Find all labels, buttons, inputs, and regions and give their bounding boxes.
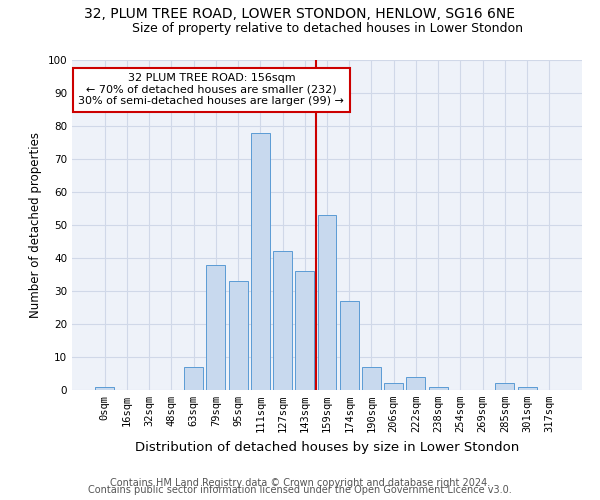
Bar xyxy=(406,377,425,390)
Bar xyxy=(384,384,403,390)
Bar xyxy=(229,281,248,390)
Bar xyxy=(362,367,381,390)
Bar xyxy=(184,367,203,390)
Bar xyxy=(429,386,448,390)
Y-axis label: Number of detached properties: Number of detached properties xyxy=(29,132,42,318)
X-axis label: Distribution of detached houses by size in Lower Stondon: Distribution of detached houses by size … xyxy=(135,440,519,454)
Bar xyxy=(317,215,337,390)
Bar xyxy=(251,132,270,390)
Bar xyxy=(95,386,114,390)
Bar xyxy=(295,271,314,390)
Title: Size of property relative to detached houses in Lower Stondon: Size of property relative to detached ho… xyxy=(131,22,523,35)
Text: Contains HM Land Registry data © Crown copyright and database right 2024.: Contains HM Land Registry data © Crown c… xyxy=(110,478,490,488)
Bar xyxy=(206,264,225,390)
Bar xyxy=(518,386,536,390)
Text: 32, PLUM TREE ROAD, LOWER STONDON, HENLOW, SG16 6NE: 32, PLUM TREE ROAD, LOWER STONDON, HENLO… xyxy=(85,8,515,22)
Text: Contains public sector information licensed under the Open Government Licence v3: Contains public sector information licen… xyxy=(88,485,512,495)
Bar xyxy=(340,301,359,390)
Bar xyxy=(273,252,292,390)
Text: 32 PLUM TREE ROAD: 156sqm
← 70% of detached houses are smaller (232)
30% of semi: 32 PLUM TREE ROAD: 156sqm ← 70% of detac… xyxy=(79,73,344,106)
Bar xyxy=(496,384,514,390)
